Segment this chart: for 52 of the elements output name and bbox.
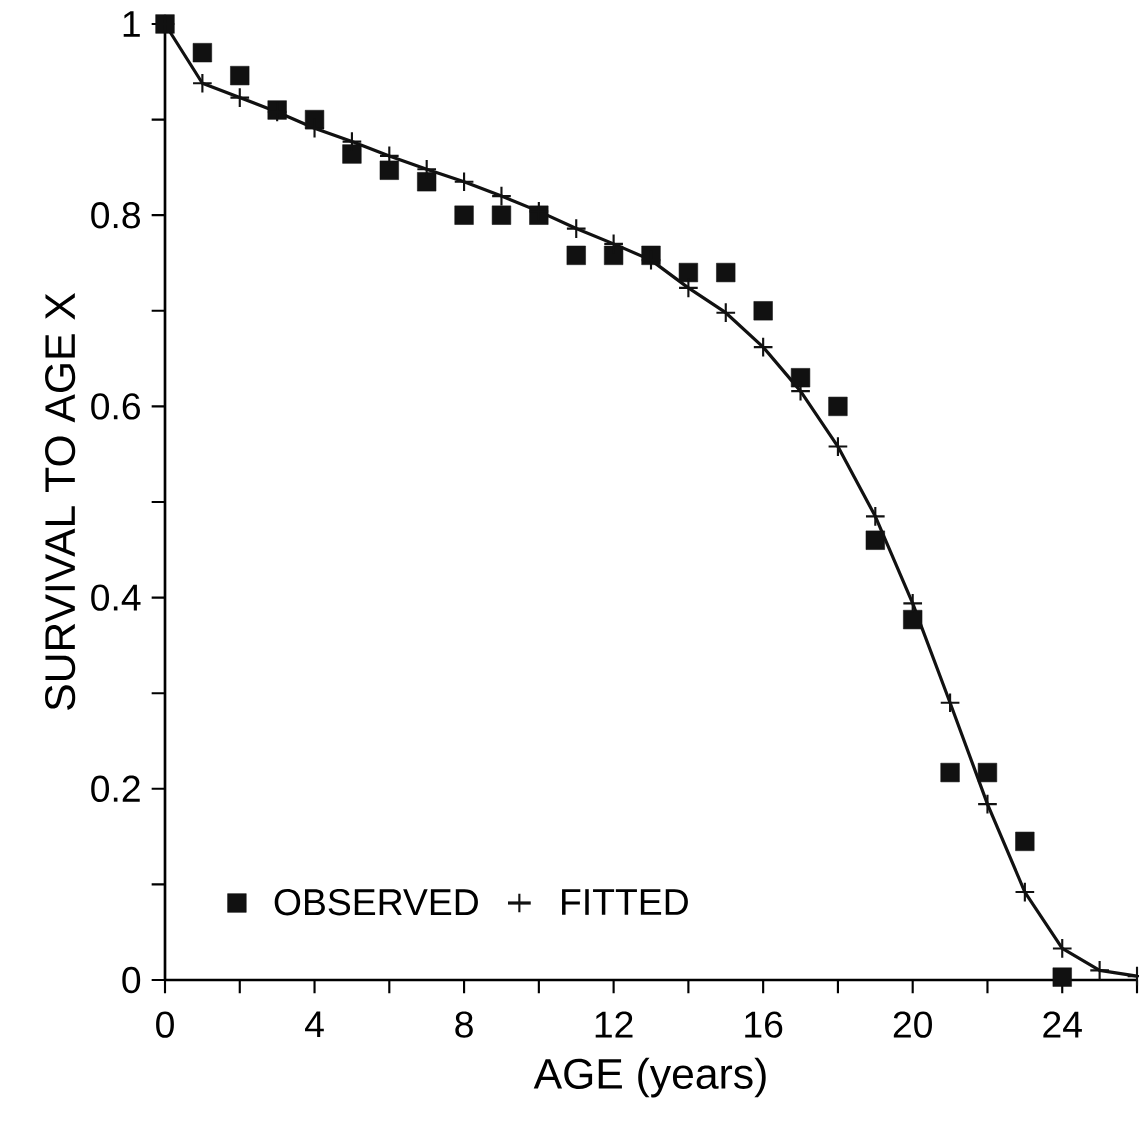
y-tick-label: 0.8 [91,201,140,229]
point [604,245,624,265]
legend-label: OBSERVED [274,888,478,916]
point [229,87,251,109]
point [230,66,250,86]
point [903,609,923,630]
point [790,368,811,388]
point [752,336,774,358]
x-tick-label: 16 [745,1011,783,1038]
point [491,205,512,225]
point [715,302,737,324]
y-tick-label: 0.6 [91,393,140,420]
point [716,262,736,283]
point [566,245,586,265]
y-tick-label: 1 [123,11,140,37]
x-tick-label: 0 [156,1011,174,1038]
point [342,144,362,164]
point [1052,967,1072,987]
y-tick-label: 0.4 [91,584,141,611]
x-axis-title: AGE (years) [533,1057,766,1098]
point [753,301,773,321]
point [977,793,998,815]
point [827,436,849,457]
y-tick-label: 0.2 [91,775,140,802]
point [379,160,399,180]
point [678,262,698,283]
point [940,762,960,783]
point [1089,960,1111,981]
legend-label: FITTED [562,889,688,915]
point [1015,831,1035,851]
point [864,505,886,527]
x-tick-label: 12 [595,1011,633,1038]
x-tick-label: 24 [1043,1011,1082,1038]
point [192,43,212,63]
x-tick-label: 8 [455,1011,473,1038]
x-tick-label: 4 [305,1011,324,1038]
point [454,205,474,225]
point [417,172,437,192]
point [1014,881,1036,903]
point [977,762,998,783]
point [902,592,924,614]
point [565,218,587,239]
point [491,185,512,207]
y-axis-title: SURVIVAL TO AGE X [45,293,76,710]
y-tick-label: 0 [122,966,141,994]
point [828,396,848,416]
point [191,72,213,94]
point [1051,938,1073,959]
point [453,171,475,193]
point [939,692,961,714]
point [865,530,885,550]
x-tick-label: 20 [893,1011,932,1038]
